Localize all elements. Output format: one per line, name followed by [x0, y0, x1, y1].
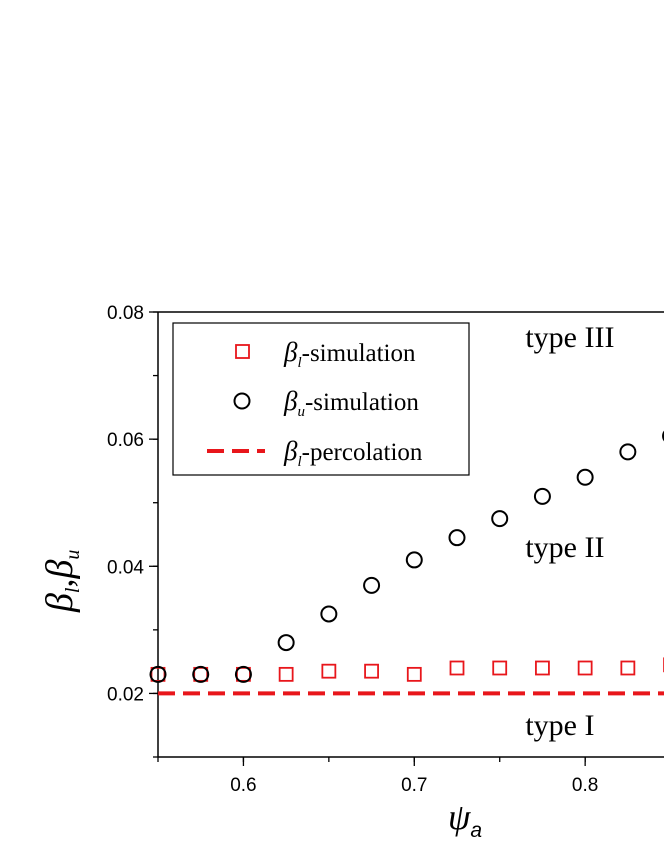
square-point	[449, 660, 465, 676]
x-tick-label: 0.8	[572, 775, 598, 796]
circle-point	[192, 665, 210, 683]
x-tick-label: 0.7	[401, 775, 427, 796]
circle-point	[448, 529, 466, 547]
square-point	[236, 666, 251, 682]
square-point	[535, 660, 550, 676]
axes: 0.60.70.80.90.020.040.060.08	[107, 303, 664, 796]
circle-point	[234, 665, 252, 683]
circle-point	[619, 443, 637, 461]
square-point	[364, 663, 379, 679]
y-tick-label: 0.02	[107, 684, 144, 705]
data-layer	[149, 430, 664, 696]
region-label: type III	[525, 321, 614, 354]
legend-circle-marker	[233, 392, 251, 410]
circle-point	[363, 576, 381, 594]
y-tick-label: 0.04	[107, 557, 144, 578]
legend: βl-simulation βu-simulation βl-percolation	[172, 322, 470, 476]
axis-labels: ψa βl,βu	[39, 550, 482, 842]
x-tick-label: 0.6	[230, 775, 256, 796]
circle-point	[533, 487, 551, 505]
square-point	[620, 660, 636, 676]
annotations: type III type II type I	[525, 321, 614, 742]
circle-point	[149, 665, 167, 683]
y-tick-label: 0.06	[107, 430, 144, 451]
square-point	[193, 666, 209, 682]
circle-point	[576, 468, 594, 486]
y-axis-label: βl,βu	[39, 550, 84, 613]
circle-point	[277, 634, 295, 652]
legend-label: βu-simulation	[283, 386, 419, 420]
legend-square-marker	[235, 344, 250, 359]
circle-point	[320, 605, 338, 623]
circle-point	[405, 551, 423, 569]
legend-label: βl-simulation	[283, 337, 416, 371]
square-point	[278, 666, 294, 682]
square-point	[577, 660, 593, 676]
square-point	[321, 663, 337, 679]
x-axis-label: ψa	[448, 797, 482, 842]
square-point	[492, 660, 508, 676]
region-label: type II	[525, 531, 604, 564]
circle-point	[491, 510, 509, 528]
legend-label: βl-percolation	[283, 436, 423, 470]
region-label: type I	[525, 709, 594, 742]
y-tick-label: 0.08	[107, 303, 144, 324]
square-point	[406, 666, 422, 682]
circle-point	[662, 430, 664, 442]
